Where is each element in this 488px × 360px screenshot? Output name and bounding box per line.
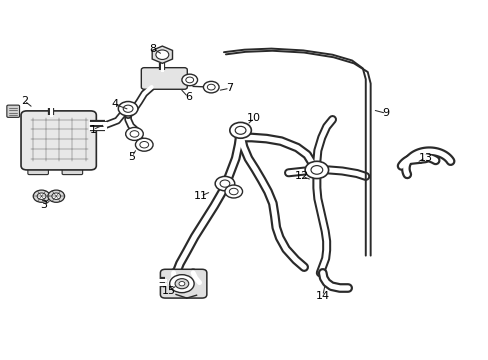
Circle shape	[229, 188, 238, 195]
Text: 1: 1	[89, 125, 96, 135]
Circle shape	[203, 81, 219, 93]
Text: 9: 9	[382, 108, 389, 118]
Text: 11: 11	[193, 191, 207, 201]
Circle shape	[185, 77, 193, 83]
FancyBboxPatch shape	[21, 111, 96, 170]
Text: 3: 3	[41, 200, 47, 210]
Circle shape	[118, 102, 138, 116]
Circle shape	[179, 282, 184, 286]
Circle shape	[169, 275, 194, 293]
Text: 5: 5	[128, 152, 135, 162]
Circle shape	[48, 190, 64, 202]
Polygon shape	[152, 46, 172, 63]
Text: 8: 8	[149, 44, 156, 54]
Text: 4: 4	[111, 99, 118, 109]
Circle shape	[175, 279, 188, 289]
Circle shape	[310, 166, 322, 174]
Circle shape	[215, 176, 234, 191]
Text: 6: 6	[184, 92, 191, 102]
Circle shape	[220, 180, 229, 187]
Circle shape	[305, 161, 328, 179]
Circle shape	[37, 193, 46, 199]
Text: 14: 14	[315, 291, 329, 301]
Circle shape	[224, 185, 242, 198]
Text: 7: 7	[226, 83, 233, 93]
Text: 10: 10	[247, 113, 261, 123]
Text: 2: 2	[21, 96, 28, 106]
Text: 12: 12	[295, 171, 308, 181]
FancyBboxPatch shape	[7, 105, 20, 117]
Circle shape	[135, 138, 153, 151]
Circle shape	[235, 126, 245, 134]
FancyBboxPatch shape	[62, 163, 82, 175]
FancyBboxPatch shape	[28, 163, 48, 175]
Circle shape	[156, 50, 168, 59]
Circle shape	[140, 141, 148, 148]
Circle shape	[125, 127, 143, 140]
Circle shape	[52, 193, 61, 199]
Circle shape	[229, 122, 251, 138]
Text: 13: 13	[418, 153, 431, 163]
Text: 15: 15	[162, 286, 175, 296]
FancyBboxPatch shape	[160, 269, 206, 298]
Circle shape	[123, 105, 133, 112]
FancyBboxPatch shape	[141, 68, 187, 89]
Circle shape	[130, 131, 139, 137]
Circle shape	[207, 84, 215, 90]
Circle shape	[182, 74, 197, 86]
Circle shape	[33, 190, 50, 202]
